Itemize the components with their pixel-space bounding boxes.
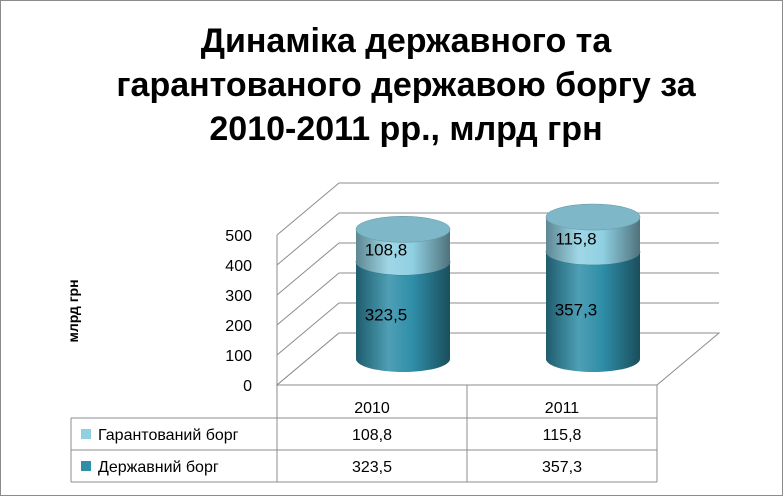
legend-series-name: Гарантований борг: [98, 427, 239, 444]
data-label: 357,3: [555, 300, 598, 319]
x-category-label: 2011: [545, 400, 580, 417]
gridline-side: [276, 212, 340, 266]
data-label: 323,5: [365, 305, 408, 324]
table-cell-value: 108,8: [352, 427, 392, 444]
bar-segment: [546, 217, 640, 265]
gridline-side: [276, 182, 340, 236]
legend-series-name: Державний борг: [98, 459, 219, 476]
chart-title: Динаміка державного та гарантованого дер…: [116, 22, 696, 148]
y-tick-label: 500: [225, 228, 252, 245]
y-tick-label: 200: [225, 318, 252, 335]
bar-segment: [356, 261, 450, 372]
data-label: 108,8: [365, 241, 408, 260]
bar-top-cap: [545, 203, 641, 231]
bar-top-cap: [355, 216, 451, 243]
y-tick-label: 400: [225, 258, 252, 275]
floor: [275, 332, 721, 386]
legend-swatch: [81, 461, 91, 471]
table-cell-value: 357,3: [542, 459, 582, 476]
gridline-side: [276, 242, 340, 296]
y-tick-label: 300: [225, 288, 252, 305]
data-label: 115,8: [555, 229, 596, 248]
table-cell-value: 323,5: [352, 459, 392, 476]
bar-segment: [546, 251, 640, 372]
gridline-side: [276, 272, 340, 326]
gridline-side: [276, 302, 340, 356]
y-tick-label: 100: [225, 348, 252, 365]
legend-swatch: [81, 429, 91, 439]
table-cell-value: 115,8: [543, 427, 582, 444]
x-category-label: 2010: [354, 400, 390, 417]
y-tick-label: 0: [243, 378, 252, 395]
